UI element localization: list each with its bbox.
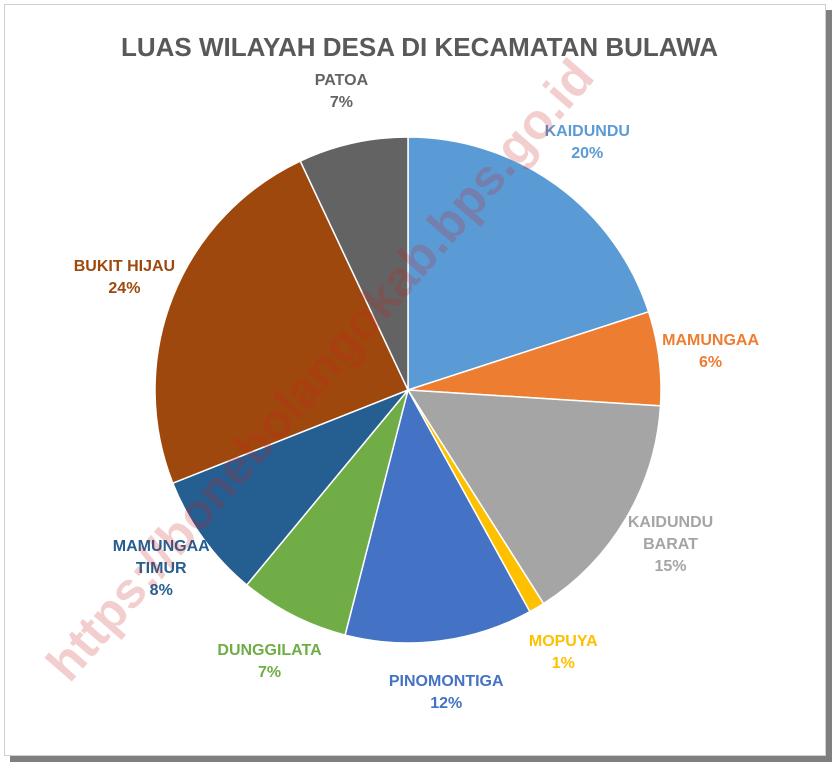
category-label: KAIDUNDU	[544, 123, 630, 141]
value-label: 12%	[430, 694, 463, 712]
pie-slice	[344, 387, 531, 644]
pie-slice	[299, 136, 409, 391]
slice-label: BUKIT HIJAU 24%	[59, 256, 189, 300]
category-label: PATOA	[314, 72, 369, 90]
slice-label: MAMUNGAA 6%	[646, 330, 776, 374]
category-label: DUNGGILATA	[217, 641, 322, 659]
value-label: 6%	[699, 353, 723, 371]
category-label: MAMUNGAA	[662, 331, 760, 349]
category-label: PINOMONTIGA	[388, 672, 504, 690]
value-label: 20%	[571, 145, 604, 163]
pie-slice	[406, 389, 662, 605]
slice-label: PATOA 7%	[276, 70, 406, 114]
slice-label: MAMUNGAA TIMUR 8%	[106, 536, 216, 602]
value-label: 7%	[329, 94, 354, 112]
slice-label: PINOMONTIGA 12%	[381, 671, 511, 715]
slice-label: DUNGGILATA 7%	[205, 640, 335, 684]
value-label: 24%	[108, 279, 141, 297]
pie-slice	[407, 136, 650, 392]
pie-slice	[154, 160, 410, 485]
value-label: 1%	[551, 654, 575, 672]
slice-label: MOPUYA 1%	[498, 631, 628, 675]
value-label: 7%	[257, 663, 282, 681]
category-label: BUKIT HIJAU	[73, 257, 176, 275]
pie-slice	[171, 389, 409, 586]
value-label: 8%	[149, 582, 173, 600]
chart-title: LUAS WILAYAH DESA DI KECAMATAN BULAWA	[120, 32, 719, 62]
pie-slice	[245, 389, 409, 636]
slice-label: KAIDUNDU 20%	[522, 121, 652, 165]
slice-label: KAIDUNDU BARAT 15%	[616, 512, 726, 578]
category-label: MOPUYA	[528, 632, 598, 650]
category-label: KAIDUNDU BARAT	[627, 514, 714, 554]
category-label: MAMUNGAA TIMUR	[112, 538, 210, 578]
value-label: 15%	[654, 558, 687, 576]
